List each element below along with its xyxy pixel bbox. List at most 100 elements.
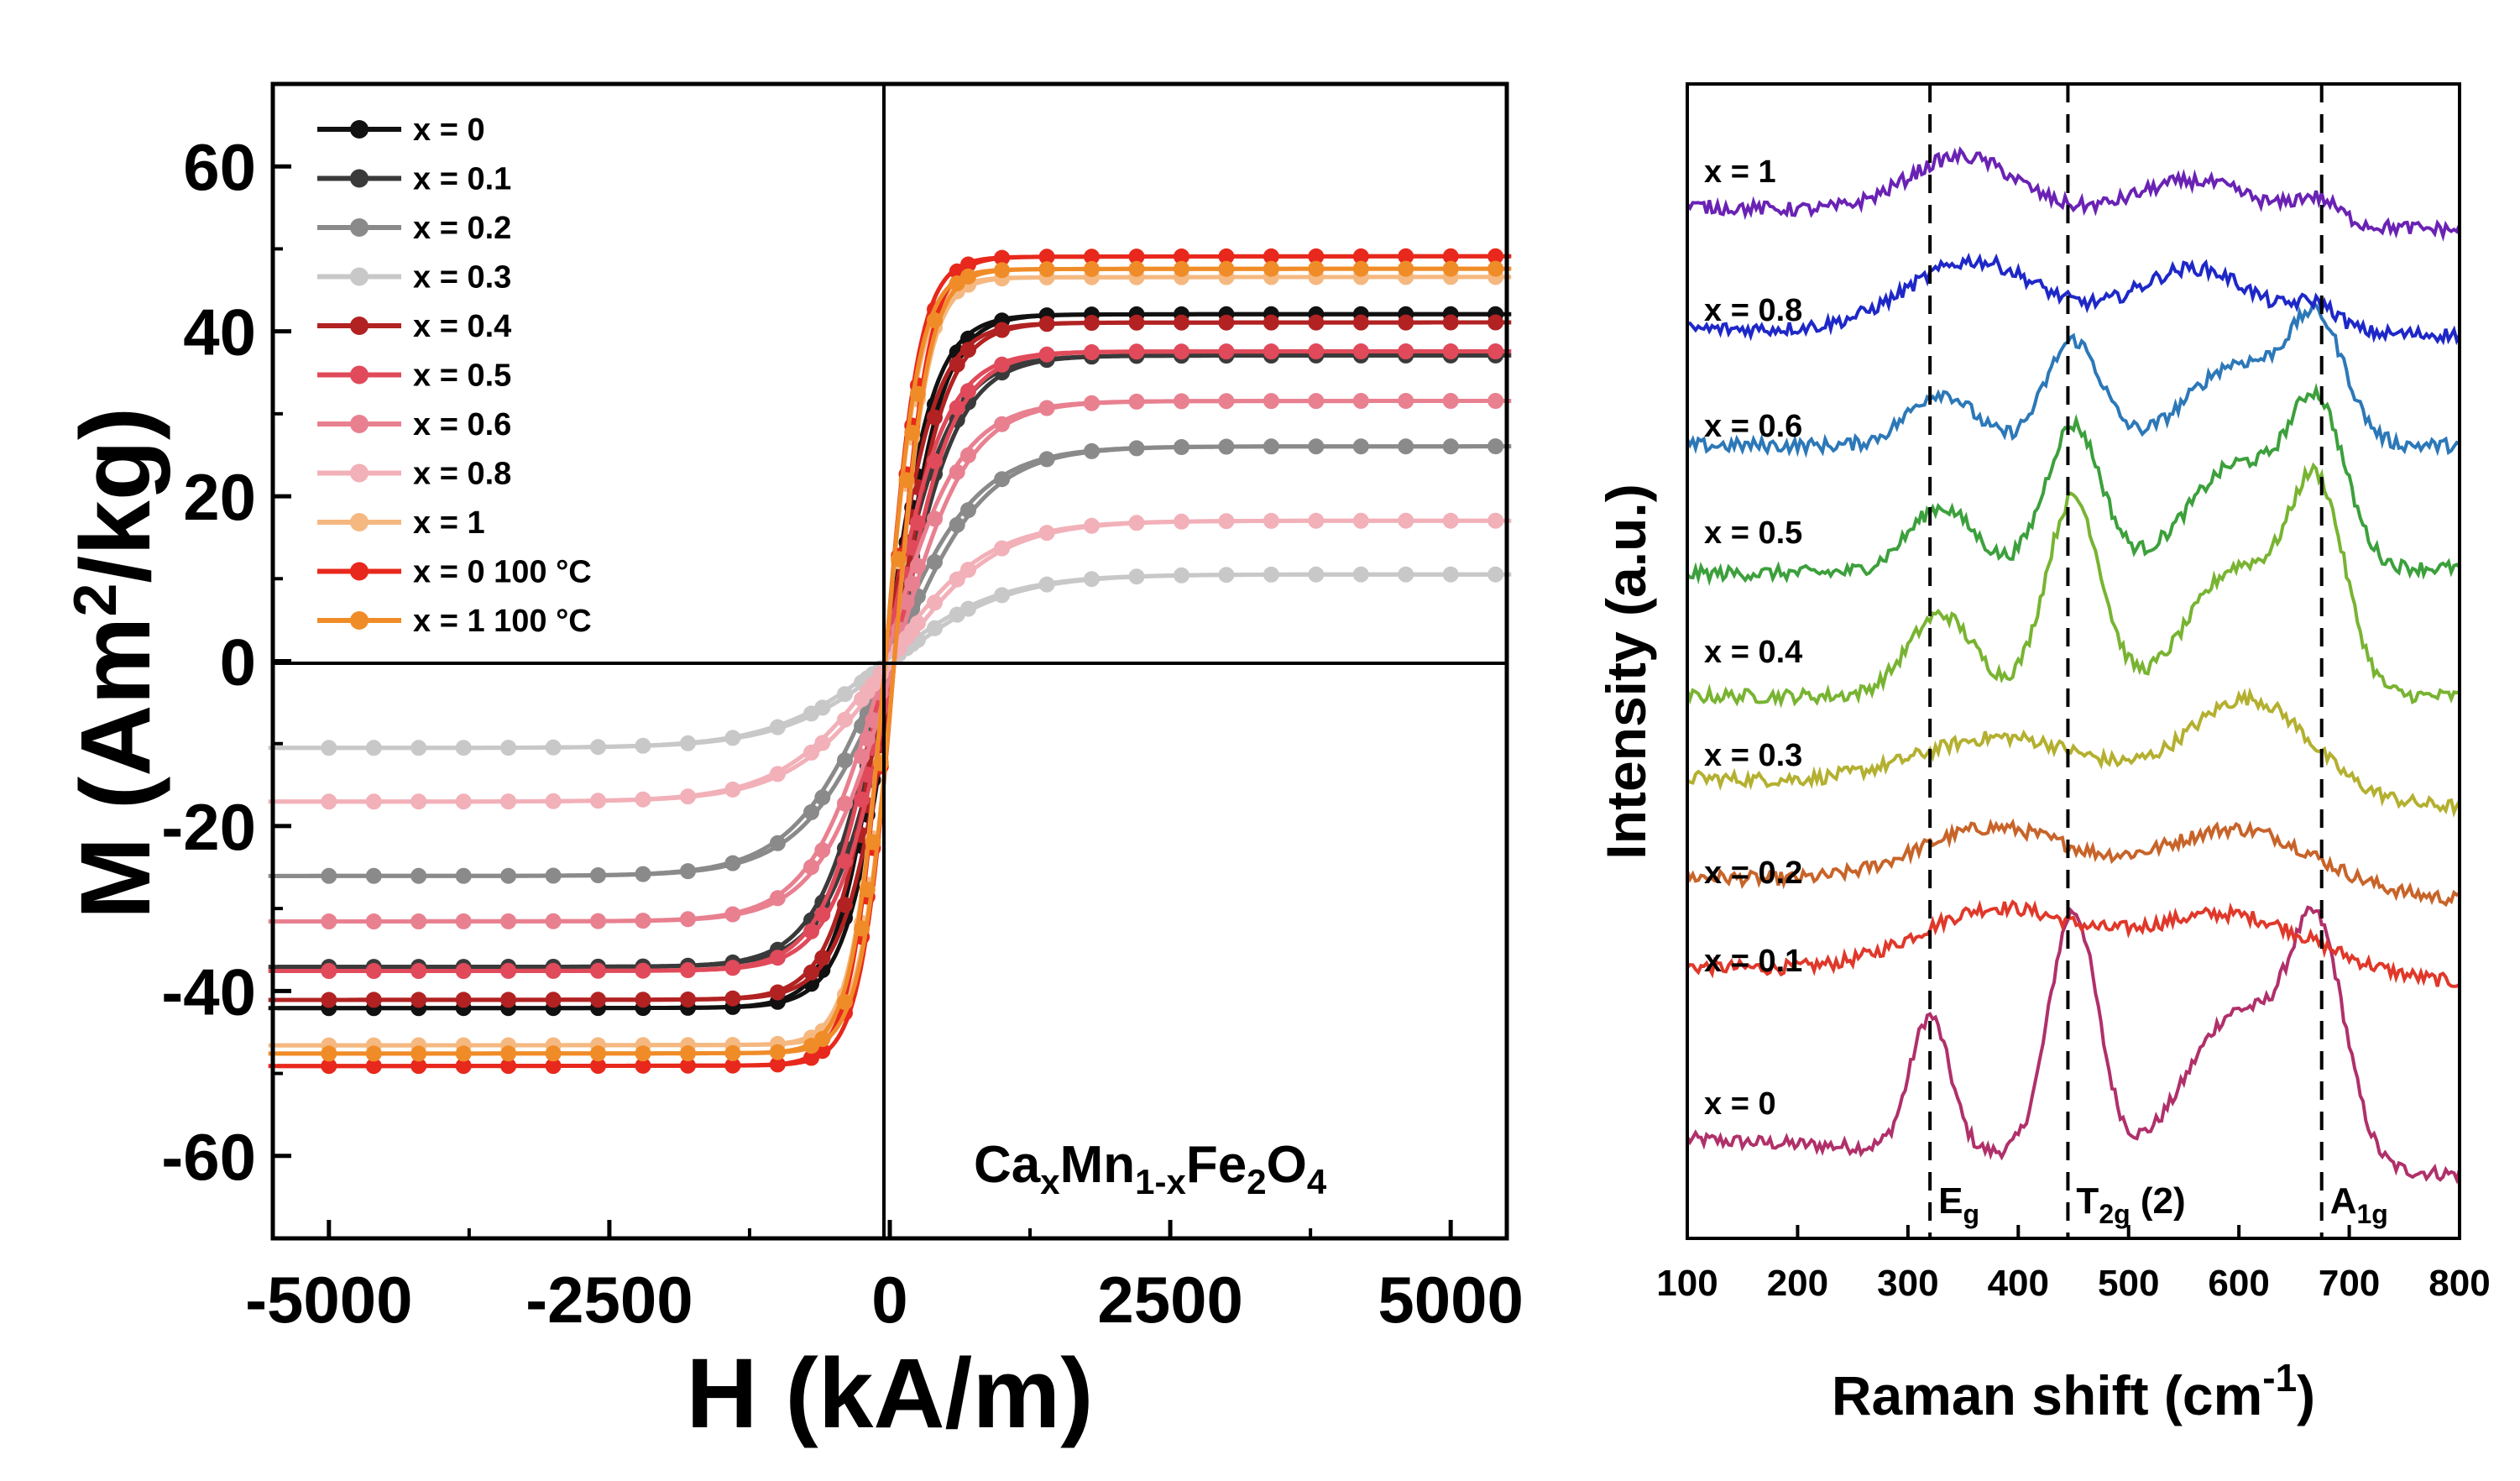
- hysteresis-marker: [1038, 576, 1055, 593]
- hysteresis-marker: [680, 735, 696, 751]
- hysteresis-marker: [1038, 261, 1055, 278]
- legend-entry: x = 0.4: [317, 309, 511, 344]
- x-tick-label: -5000: [245, 1263, 413, 1337]
- hysteresis-marker: [545, 867, 562, 884]
- hysteresis-marker: [1218, 343, 1235, 360]
- hysteresis-marker: [635, 737, 651, 754]
- hysteresis-marker: [1084, 442, 1100, 459]
- legend-label: x = 0.3: [413, 260, 511, 296]
- hysteresis-marker: [1263, 566, 1279, 583]
- legend-label: x = 0: [413, 113, 485, 148]
- hysteresis-marker: [724, 960, 741, 976]
- hysteresis-marker: [1487, 260, 1504, 277]
- hysteresis-marker: [1263, 393, 1279, 410]
- hysteresis-y-axis-label: M (Am2/kg): [60, 407, 171, 919]
- hysteresis-marker: [1308, 566, 1325, 583]
- raman-spectrum: [1686, 300, 2460, 458]
- hysteresis-marker: [1487, 314, 1504, 331]
- hysteresis-marker: [927, 409, 943, 426]
- hysteresis-marker: [365, 913, 382, 929]
- hysteresis-marker: [635, 992, 651, 1008]
- hysteresis-marker: [1442, 438, 1459, 455]
- hysteresis-marker: [960, 383, 976, 400]
- raman-series-label: x = 0.5: [1704, 515, 1802, 551]
- hysteresis-marker: [891, 551, 907, 568]
- hysteresis-marker: [1084, 571, 1100, 588]
- hysteresis-marker: [1352, 314, 1369, 331]
- hysteresis-marker: [994, 356, 1011, 373]
- raman-mode-label: T2g (2): [2076, 1180, 2185, 1229]
- legend-entry: x = 0.8: [317, 457, 511, 492]
- hysteresis-marker: [949, 356, 965, 373]
- x-tick-label: 5000: [1378, 1263, 1524, 1337]
- legend-swatch-marker: [350, 267, 369, 286]
- hysteresis-marker: [898, 630, 915, 646]
- hysteresis-marker: [1084, 260, 1100, 277]
- hysteresis-marker: [909, 385, 926, 402]
- hysteresis-marker: [680, 962, 696, 978]
- hysteresis-marker: [545, 739, 562, 756]
- hysteresis-marker: [455, 793, 472, 810]
- hysteresis-marker: [837, 795, 853, 812]
- hysteresis-marker: [590, 1045, 606, 1062]
- hysteresis-marker: [1084, 315, 1100, 331]
- hysteresis-marker: [1442, 512, 1459, 529]
- hysteresis-marker: [1352, 566, 1369, 583]
- hysteresis-marker: [769, 890, 786, 907]
- raman-x-tick-label: 200: [1767, 1263, 1828, 1304]
- hysteresis-marker: [904, 425, 921, 441]
- hysteresis-marker: [854, 748, 870, 765]
- legend-entry: x = 0: [317, 113, 485, 148]
- hysteresis-marker: [769, 766, 786, 782]
- hysteresis-marker: [590, 793, 606, 809]
- hysteresis-marker: [865, 676, 881, 693]
- hysteresis-marker: [769, 1044, 786, 1060]
- legend-entry: x = 0.3: [317, 260, 511, 296]
- hysteresis-marker: [1487, 512, 1504, 529]
- hysteresis-marker: [1038, 400, 1055, 416]
- legend-entry: x = 0.5: [317, 358, 511, 394]
- legend-entry: x = 0.2: [317, 211, 511, 246]
- hysteresis-marker: [724, 730, 741, 746]
- hysteresis-marker: [909, 515, 926, 531]
- hysteresis-marker: [949, 463, 965, 480]
- hysteresis-x-axis-label: H (kA/m): [686, 1338, 1093, 1449]
- hysteresis-marker: [455, 740, 472, 756]
- legend-label: x = 0.8: [413, 457, 511, 492]
- hysteresis-marker: [1174, 343, 1189, 360]
- hysteresis-marker: [803, 964, 819, 981]
- hysteresis-marker: [994, 471, 1011, 488]
- hysteresis-marker: [1308, 343, 1325, 359]
- hysteresis-ticks: -5000 -2500 0 2500 5000 -60 -40 -20 0 20 40 60: [161, 130, 1524, 1337]
- y-tick-label: -60: [161, 1120, 256, 1194]
- hysteresis-marker: [960, 562, 976, 578]
- hysteresis-marker: [365, 793, 382, 810]
- hysteresis-marker: [1398, 314, 1414, 331]
- legend-swatch-marker: [350, 169, 369, 188]
- x-tick-label: 2500: [1097, 1263, 1243, 1337]
- hysteresis-marker: [410, 1045, 427, 1062]
- hysteresis-marker: [960, 268, 976, 285]
- hysteresis-marker: [635, 962, 651, 979]
- hysteresis-marker: [410, 963, 427, 979]
- y-tick-label: 20: [183, 460, 256, 534]
- raman-x-tick-label: 600: [2208, 1263, 2269, 1304]
- legend-label: x = 0.1: [413, 162, 511, 197]
- raman-mode-label: A1g: [2330, 1180, 2388, 1229]
- hysteresis-marker: [1442, 393, 1459, 409]
- hysteresis-marker: [1352, 343, 1369, 359]
- hysteresis-marker: [803, 1038, 819, 1054]
- hysteresis-marker: [1308, 512, 1325, 529]
- hysteresis-marker: [1128, 568, 1145, 585]
- legend-label: x = 0.5: [413, 358, 511, 394]
- raman-plot-frame: [1686, 82, 2461, 1240]
- hysteresis-marker: [1174, 314, 1189, 331]
- hysteresis-marker: [590, 739, 606, 756]
- raman-x-tick-label: 800: [2429, 1263, 2490, 1304]
- hysteresis-marker: [365, 740, 382, 756]
- hysteresis-marker: [321, 1045, 337, 1062]
- raman-series-label: x = 0.3: [1704, 738, 1802, 773]
- y-tick-label: 60: [183, 130, 256, 204]
- y-tick-label: -20: [161, 790, 256, 864]
- raman-x-tick-label: 100: [1656, 1263, 1717, 1304]
